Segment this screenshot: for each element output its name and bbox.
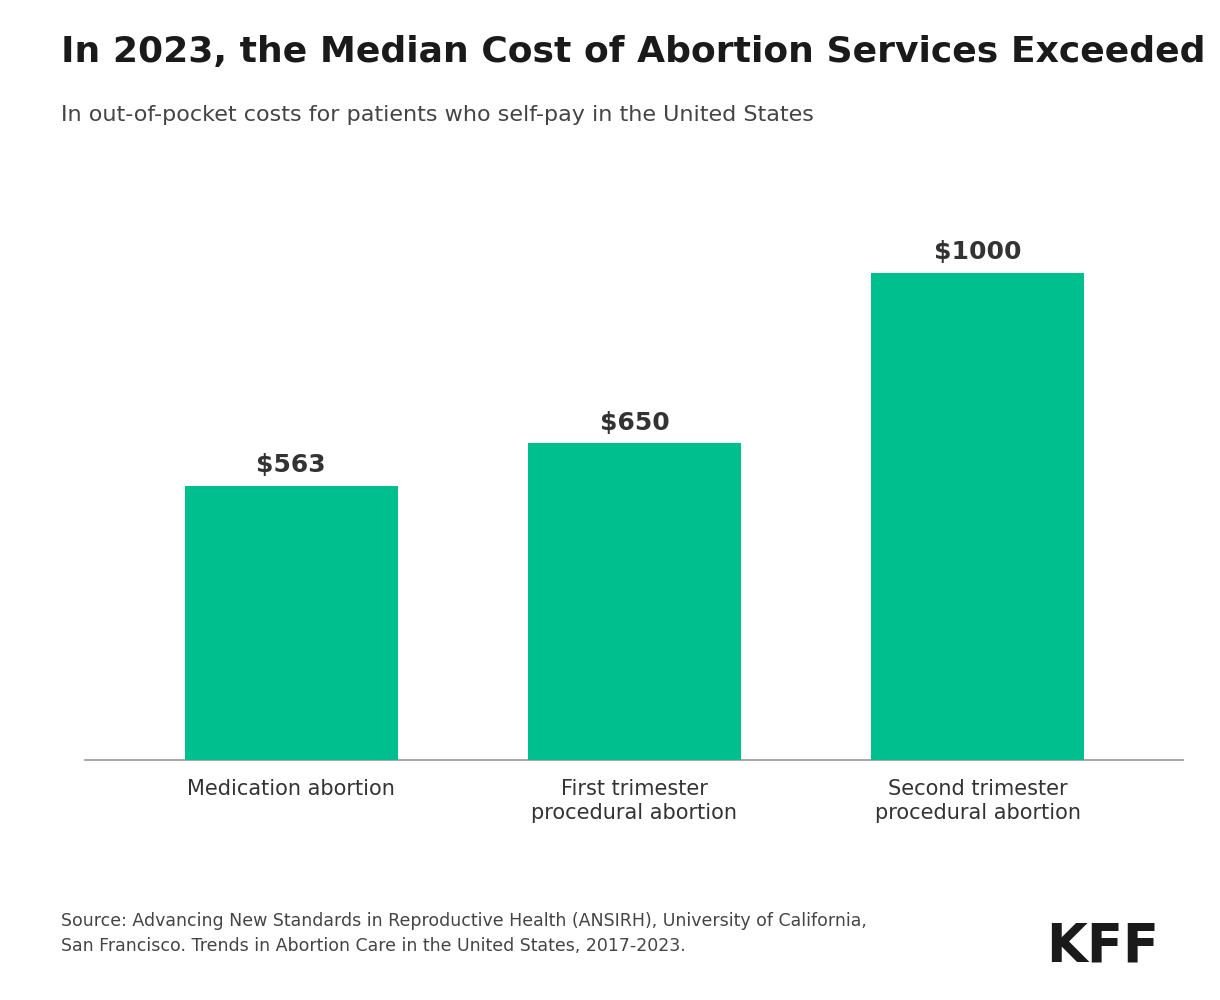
- Text: In 2023, the Median Cost of Abortion Services Exceeded $500: In 2023, the Median Cost of Abortion Ser…: [61, 35, 1220, 69]
- Text: Source: Advancing New Standards in Reproductive Health (ANSIRH), University of C: Source: Advancing New Standards in Repro…: [61, 912, 867, 955]
- Bar: [871, 273, 1083, 760]
- Bar: [185, 486, 398, 760]
- Text: KFF: KFF: [1046, 920, 1159, 972]
- Bar: [528, 443, 741, 760]
- Text: $650: $650: [599, 411, 670, 435]
- Text: In out-of-pocket costs for patients who self-pay in the United States: In out-of-pocket costs for patients who …: [61, 105, 814, 125]
- Text: $563: $563: [256, 453, 326, 477]
- Text: $1000: $1000: [933, 240, 1021, 264]
